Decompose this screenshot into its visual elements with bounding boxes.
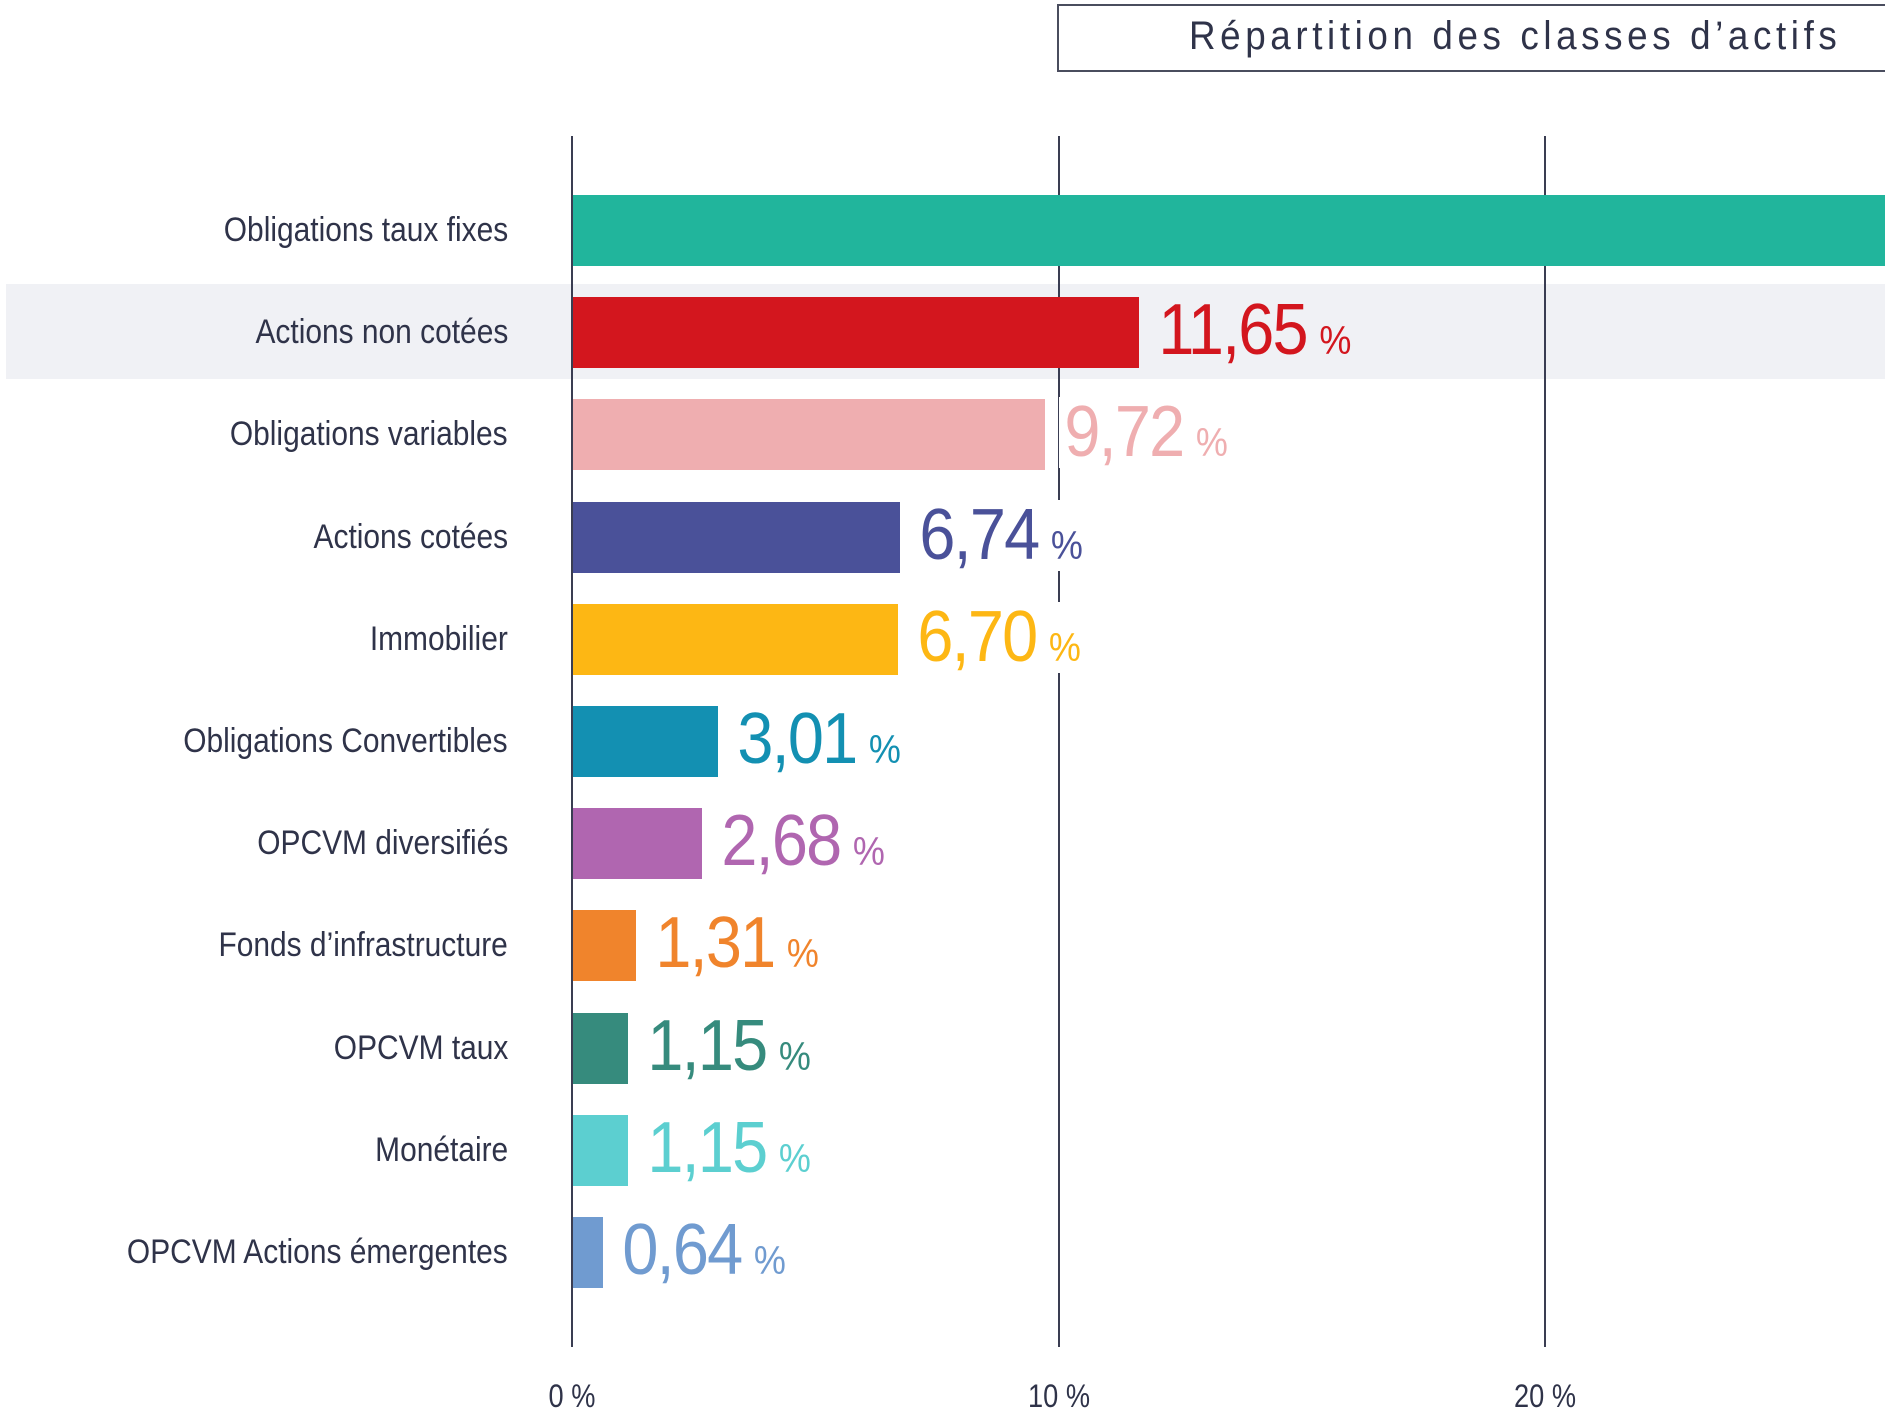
value-label: 9,72% (1058, 396, 1234, 469)
bar (573, 297, 1139, 369)
category-label: OPCVM Actions émergentes (127, 1233, 508, 1271)
gridline-10 (1057, 136, 1060, 1347)
category-label: OPCVM taux (333, 1028, 508, 1067)
value-label: 0,64% (617, 1214, 792, 1286)
value-unit: % (1195, 421, 1228, 466)
category-label: Obligations Convertibles (183, 722, 508, 760)
bar (573, 399, 1045, 471)
value-label: 1,15% (641, 1112, 817, 1184)
value-number: 2,68 (721, 801, 843, 882)
value-unit: % (778, 1034, 811, 1079)
value-number: 1,15 (647, 1107, 768, 1188)
value-label: 6,70% (911, 601, 1087, 673)
value-unit: % (786, 932, 819, 977)
value-unit: % (853, 830, 886, 875)
x-tick-label: 20 % (1514, 1378, 1576, 1414)
chart-title: Répartition des classes d’actifs (1189, 14, 1842, 58)
category-label: Obligations variables (230, 415, 508, 454)
bar (573, 808, 703, 880)
category-label: Obligations taux fixes (223, 211, 508, 249)
value-unit: % (778, 1136, 811, 1181)
value-number: 1,15 (647, 1005, 768, 1086)
gridline-20 (1544, 136, 1546, 1347)
value-number: 6,70 (917, 596, 1038, 677)
x-tick-label: 0 % (548, 1378, 596, 1414)
value-label: 6,74% (913, 499, 1089, 571)
bar (573, 1114, 628, 1186)
value-label: 2,68% (716, 805, 891, 878)
category-label: Actions non cotées (255, 313, 508, 352)
bar (573, 706, 719, 777)
value-label: 3,01% (732, 703, 907, 775)
value-unit: % (869, 728, 902, 772)
bar (573, 195, 1885, 266)
value-unit: % (1319, 319, 1352, 364)
bar (573, 603, 898, 675)
value-label: 1,15% (641, 1010, 817, 1082)
value-number: 6,74 (919, 494, 1040, 575)
category-label: Monétaire (374, 1130, 508, 1169)
value-label: 11,65% (1152, 294, 1357, 367)
category-label: Actions cotées (313, 517, 508, 556)
category-label: Fonds d’infrastructure (218, 926, 508, 965)
value-unit: % (1050, 523, 1083, 568)
chart-title-box: Répartition des classes d’actifs (1057, 4, 1885, 72)
value-number: 3,01 (737, 699, 859, 779)
category-label: OPCVM diversifiés (256, 824, 508, 863)
value-unit: % (754, 1239, 787, 1283)
bar (573, 501, 900, 573)
value-number: 9,72 (1064, 392, 1185, 473)
x-tick-label: 10 % (1027, 1378, 1090, 1414)
gridline-0 (571, 136, 573, 1347)
value-number: 0,64 (622, 1210, 744, 1290)
value-number: 11,65 (1158, 290, 1308, 371)
category-label: Immobilier (370, 619, 508, 658)
bar (573, 1012, 628, 1084)
bar (573, 910, 636, 982)
bar (573, 1217, 604, 1288)
value-label: 1,31% (649, 907, 825, 980)
value-number: 1,31 (655, 903, 776, 984)
value-unit: % (1048, 625, 1081, 670)
